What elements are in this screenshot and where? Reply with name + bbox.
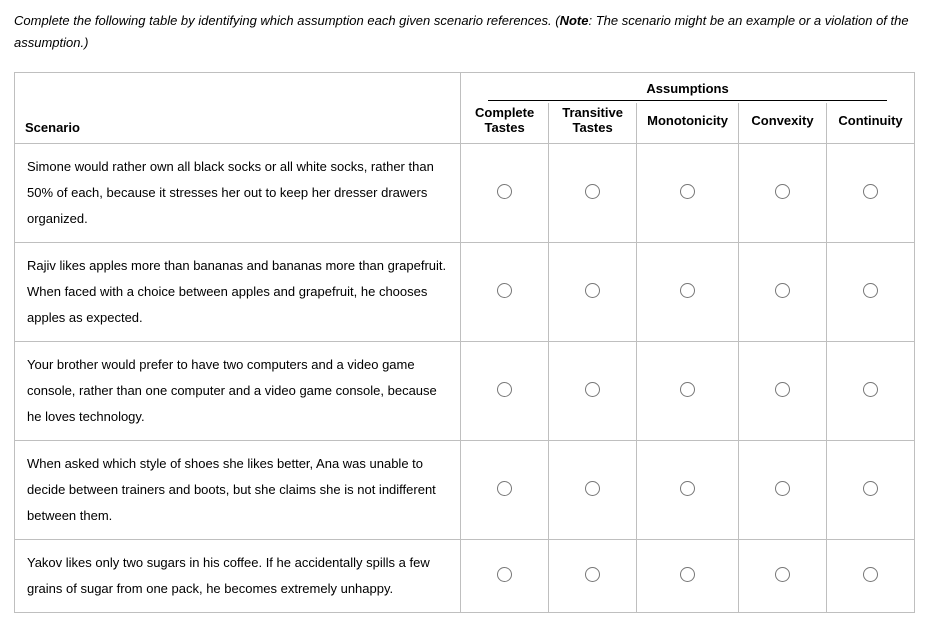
radio-option[interactable]: [680, 382, 695, 397]
radio-option[interactable]: [680, 481, 695, 496]
radio-option[interactable]: [863, 567, 878, 582]
instruction-prefix: Complete the following table by identify…: [14, 13, 560, 28]
radio-option[interactable]: [775, 481, 790, 496]
radio-option[interactable]: [680, 567, 695, 582]
radio-option[interactable]: [497, 567, 512, 582]
table-row: When asked which style of shoes she like…: [15, 441, 915, 540]
radio-option[interactable]: [775, 567, 790, 582]
table-row: Rajiv likes apples more than bananas and…: [15, 243, 915, 342]
radio-option[interactable]: [680, 283, 695, 298]
scenario-text: Simone would rather own all black socks …: [15, 144, 461, 243]
radio-option[interactable]: [863, 283, 878, 298]
radio-option[interactable]: [585, 184, 600, 199]
col-header-complete: Complete Tastes: [461, 103, 549, 144]
radio-option[interactable]: [585, 481, 600, 496]
radio-option[interactable]: [680, 184, 695, 199]
radio-option[interactable]: [497, 283, 512, 298]
radio-option[interactable]: [775, 382, 790, 397]
radio-option[interactable]: [863, 481, 878, 496]
col-header-transitive: Transitive Tastes: [549, 103, 637, 144]
scenario-text: Rajiv likes apples more than bananas and…: [15, 243, 461, 342]
assumptions-group-header: Assumptions: [461, 73, 915, 104]
scenario-text: When asked which style of shoes she like…: [15, 441, 461, 540]
radio-option[interactable]: [775, 184, 790, 199]
radio-option[interactable]: [585, 283, 600, 298]
table-row: Yakov likes only two sugars in his coffe…: [15, 540, 915, 613]
radio-option[interactable]: [863, 184, 878, 199]
note-label: Note: [560, 13, 589, 28]
scenario-text: Yakov likes only two sugars in his coffe…: [15, 540, 461, 613]
instruction-text: Complete the following table by identify…: [14, 10, 915, 54]
radio-option[interactable]: [497, 481, 512, 496]
table-row: Your brother would prefer to have two co…: [15, 342, 915, 441]
col-header-monotonicity: Monotonicity: [637, 103, 739, 144]
assumptions-table: Scenario Assumptions Complete Tastes Tra…: [14, 72, 915, 613]
radio-option[interactable]: [585, 382, 600, 397]
col-header-continuity: Continuity: [827, 103, 915, 144]
table-row: Simone would rather own all black socks …: [15, 144, 915, 243]
radio-option[interactable]: [775, 283, 790, 298]
radio-option[interactable]: [863, 382, 878, 397]
radio-option[interactable]: [585, 567, 600, 582]
scenario-header: Scenario: [15, 73, 461, 144]
radio-option[interactable]: [497, 184, 512, 199]
radio-option[interactable]: [497, 382, 512, 397]
col-header-convexity: Convexity: [739, 103, 827, 144]
scenario-text: Your brother would prefer to have two co…: [15, 342, 461, 441]
table-body: Simone would rather own all black socks …: [15, 144, 915, 613]
